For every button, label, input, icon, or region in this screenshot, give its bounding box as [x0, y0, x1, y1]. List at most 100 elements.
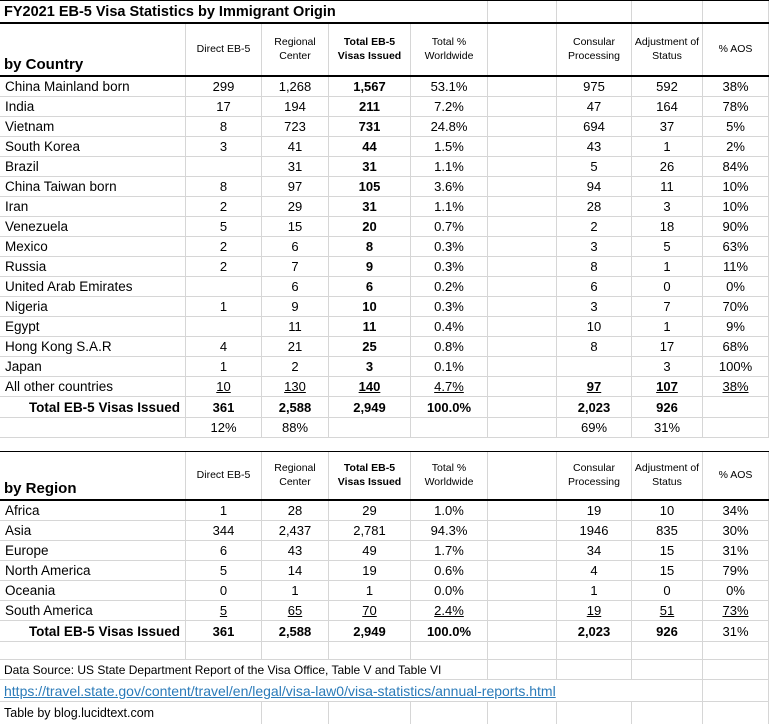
- cell-direct: 0: [186, 581, 262, 600]
- total-label: Total EB-5 Visas Issued: [0, 621, 186, 641]
- cell-region-name: Europe: [0, 541, 186, 560]
- cell-pct-total: 100.0%: [411, 621, 488, 641]
- cell-direct: 2: [186, 197, 262, 216]
- cell-regional: 6: [262, 277, 329, 296]
- empty-cell: [557, 642, 632, 659]
- cell-adjustment: 835: [632, 521, 703, 540]
- cell-aos: 30%: [703, 521, 769, 540]
- cell-consular: 975: [557, 77, 632, 96]
- source-link[interactable]: https://travel.state.gov/content/travel/…: [4, 682, 556, 699]
- cell-total: 731: [329, 117, 411, 136]
- cell-pct-worldwide: 0.3%: [411, 237, 488, 256]
- spacer-cell: [488, 357, 557, 376]
- cell-adjustment: 11: [632, 177, 703, 196]
- col-header-adjustment: Adjustment of Status: [632, 24, 703, 75]
- cell-aos: 10%: [703, 177, 769, 196]
- cell-total: 70: [329, 601, 411, 620]
- empty-cell: [411, 702, 488, 724]
- cell-direct: 4: [186, 337, 262, 356]
- empty-cell: [488, 702, 557, 724]
- cell-regional: 9: [262, 297, 329, 316]
- spacer-cell: [488, 317, 557, 336]
- cell-total: 49: [329, 541, 411, 560]
- cell-aos: 79%: [703, 561, 769, 580]
- cell-total: 19: [329, 561, 411, 580]
- cell-adjustment: 164: [632, 97, 703, 116]
- col-header-aos: % AOS: [703, 452, 769, 499]
- cell-adjustment: 18: [632, 217, 703, 236]
- cell-aos: 38%: [703, 77, 769, 96]
- col-header-total: Total EB-5 Visas Issued: [329, 452, 411, 499]
- cell-total: 2,781: [329, 521, 411, 540]
- col-header-aos: % AOS: [703, 24, 769, 75]
- cell-total: 140: [329, 377, 411, 396]
- table-row: Asia 344 2,437 2,781 94.3% 1946 835 30%: [0, 521, 769, 541]
- cell-total: 8: [329, 237, 411, 256]
- cell-pct-worldwide: 94.3%: [411, 521, 488, 540]
- cell-adjustment: 15: [632, 561, 703, 580]
- cell-adjustment: 5: [632, 237, 703, 256]
- cell-region-name: South America: [0, 601, 186, 620]
- cell-aos: 73%: [703, 601, 769, 620]
- cell-country-name: South Korea: [0, 137, 186, 156]
- cell-regional-total: 2,588: [262, 397, 329, 417]
- cell-pct-worldwide: 1.5%: [411, 137, 488, 156]
- cell-regional: 194: [262, 97, 329, 116]
- table-row: Venezuela 5 15 20 0.7% 2 18 90%: [0, 217, 769, 237]
- cell-pct-worldwide: 3.6%: [411, 177, 488, 196]
- cell-regional: 1,268: [262, 77, 329, 96]
- spacer-cell: [488, 24, 557, 75]
- spacer-cell: [488, 277, 557, 296]
- cell-regional: 41: [262, 137, 329, 156]
- table-row: India 17 194 211 7.2% 47 164 78%: [0, 97, 769, 117]
- cell-consular: 3: [557, 297, 632, 316]
- empty-cell: [411, 642, 488, 659]
- cell-regional: 14: [262, 561, 329, 580]
- link-cell: https://travel.state.gov/content/travel/…: [0, 680, 703, 701]
- cell-consular: 3: [557, 237, 632, 256]
- spacer-cell: [488, 137, 557, 156]
- empty-cell: [186, 642, 262, 659]
- section-label-region: by Region: [0, 452, 186, 499]
- empty-cell: [632, 702, 703, 724]
- cell-consular-share: 69%: [557, 418, 632, 437]
- cell-country-name: All other countries: [0, 377, 186, 396]
- cell-direct: 1: [186, 357, 262, 376]
- empty-cell: [329, 642, 411, 659]
- table-row: Japan 1 2 3 0.1% 3 100%: [0, 357, 769, 377]
- cell-regional-share: 88%: [262, 418, 329, 437]
- table-row: South America 5 65 70 2.4% 19 51 73%: [0, 601, 769, 621]
- cell-adjustment: 592: [632, 77, 703, 96]
- spacer-cell: [488, 561, 557, 580]
- cell-total: 211: [329, 97, 411, 116]
- cell-consular: 94: [557, 177, 632, 196]
- cell-pct-worldwide: 0.3%: [411, 297, 488, 316]
- cell-total: 1: [329, 581, 411, 600]
- cell-consular: 6: [557, 277, 632, 296]
- cell-pct-total: 100.0%: [411, 397, 488, 417]
- cell-country-name: Vietnam: [0, 117, 186, 136]
- spacer-cell: [488, 297, 557, 316]
- cell-regional: 2,437: [262, 521, 329, 540]
- empty-cell: [329, 418, 411, 437]
- spacer-cell: [488, 197, 557, 216]
- spacer-cell: [488, 217, 557, 236]
- cell-pct-worldwide: 0.1%: [411, 357, 488, 376]
- cell-regional: 723: [262, 117, 329, 136]
- spacer-cell: [488, 177, 557, 196]
- cell-adjustment: 1: [632, 137, 703, 156]
- cell-country-name: Hong Kong S.A.R: [0, 337, 186, 356]
- col-header-adjustment: Adjustment of Status: [632, 452, 703, 499]
- table-row: Mexico 2 6 8 0.3% 3 5 63%: [0, 237, 769, 257]
- cell-aos: 0%: [703, 581, 769, 600]
- cell-direct: 2: [186, 257, 262, 276]
- cell-adjustment: 7: [632, 297, 703, 316]
- cell-direct: 6: [186, 541, 262, 560]
- cell-regional: 31: [262, 157, 329, 176]
- cell-total: 6: [329, 277, 411, 296]
- cell-direct: 1: [186, 501, 262, 520]
- cell-direct-total: 361: [186, 621, 262, 641]
- cell-direct: 1: [186, 297, 262, 316]
- cell-aos-total: [703, 397, 769, 417]
- country-share-row: 12% 88% 69% 31%: [0, 418, 769, 438]
